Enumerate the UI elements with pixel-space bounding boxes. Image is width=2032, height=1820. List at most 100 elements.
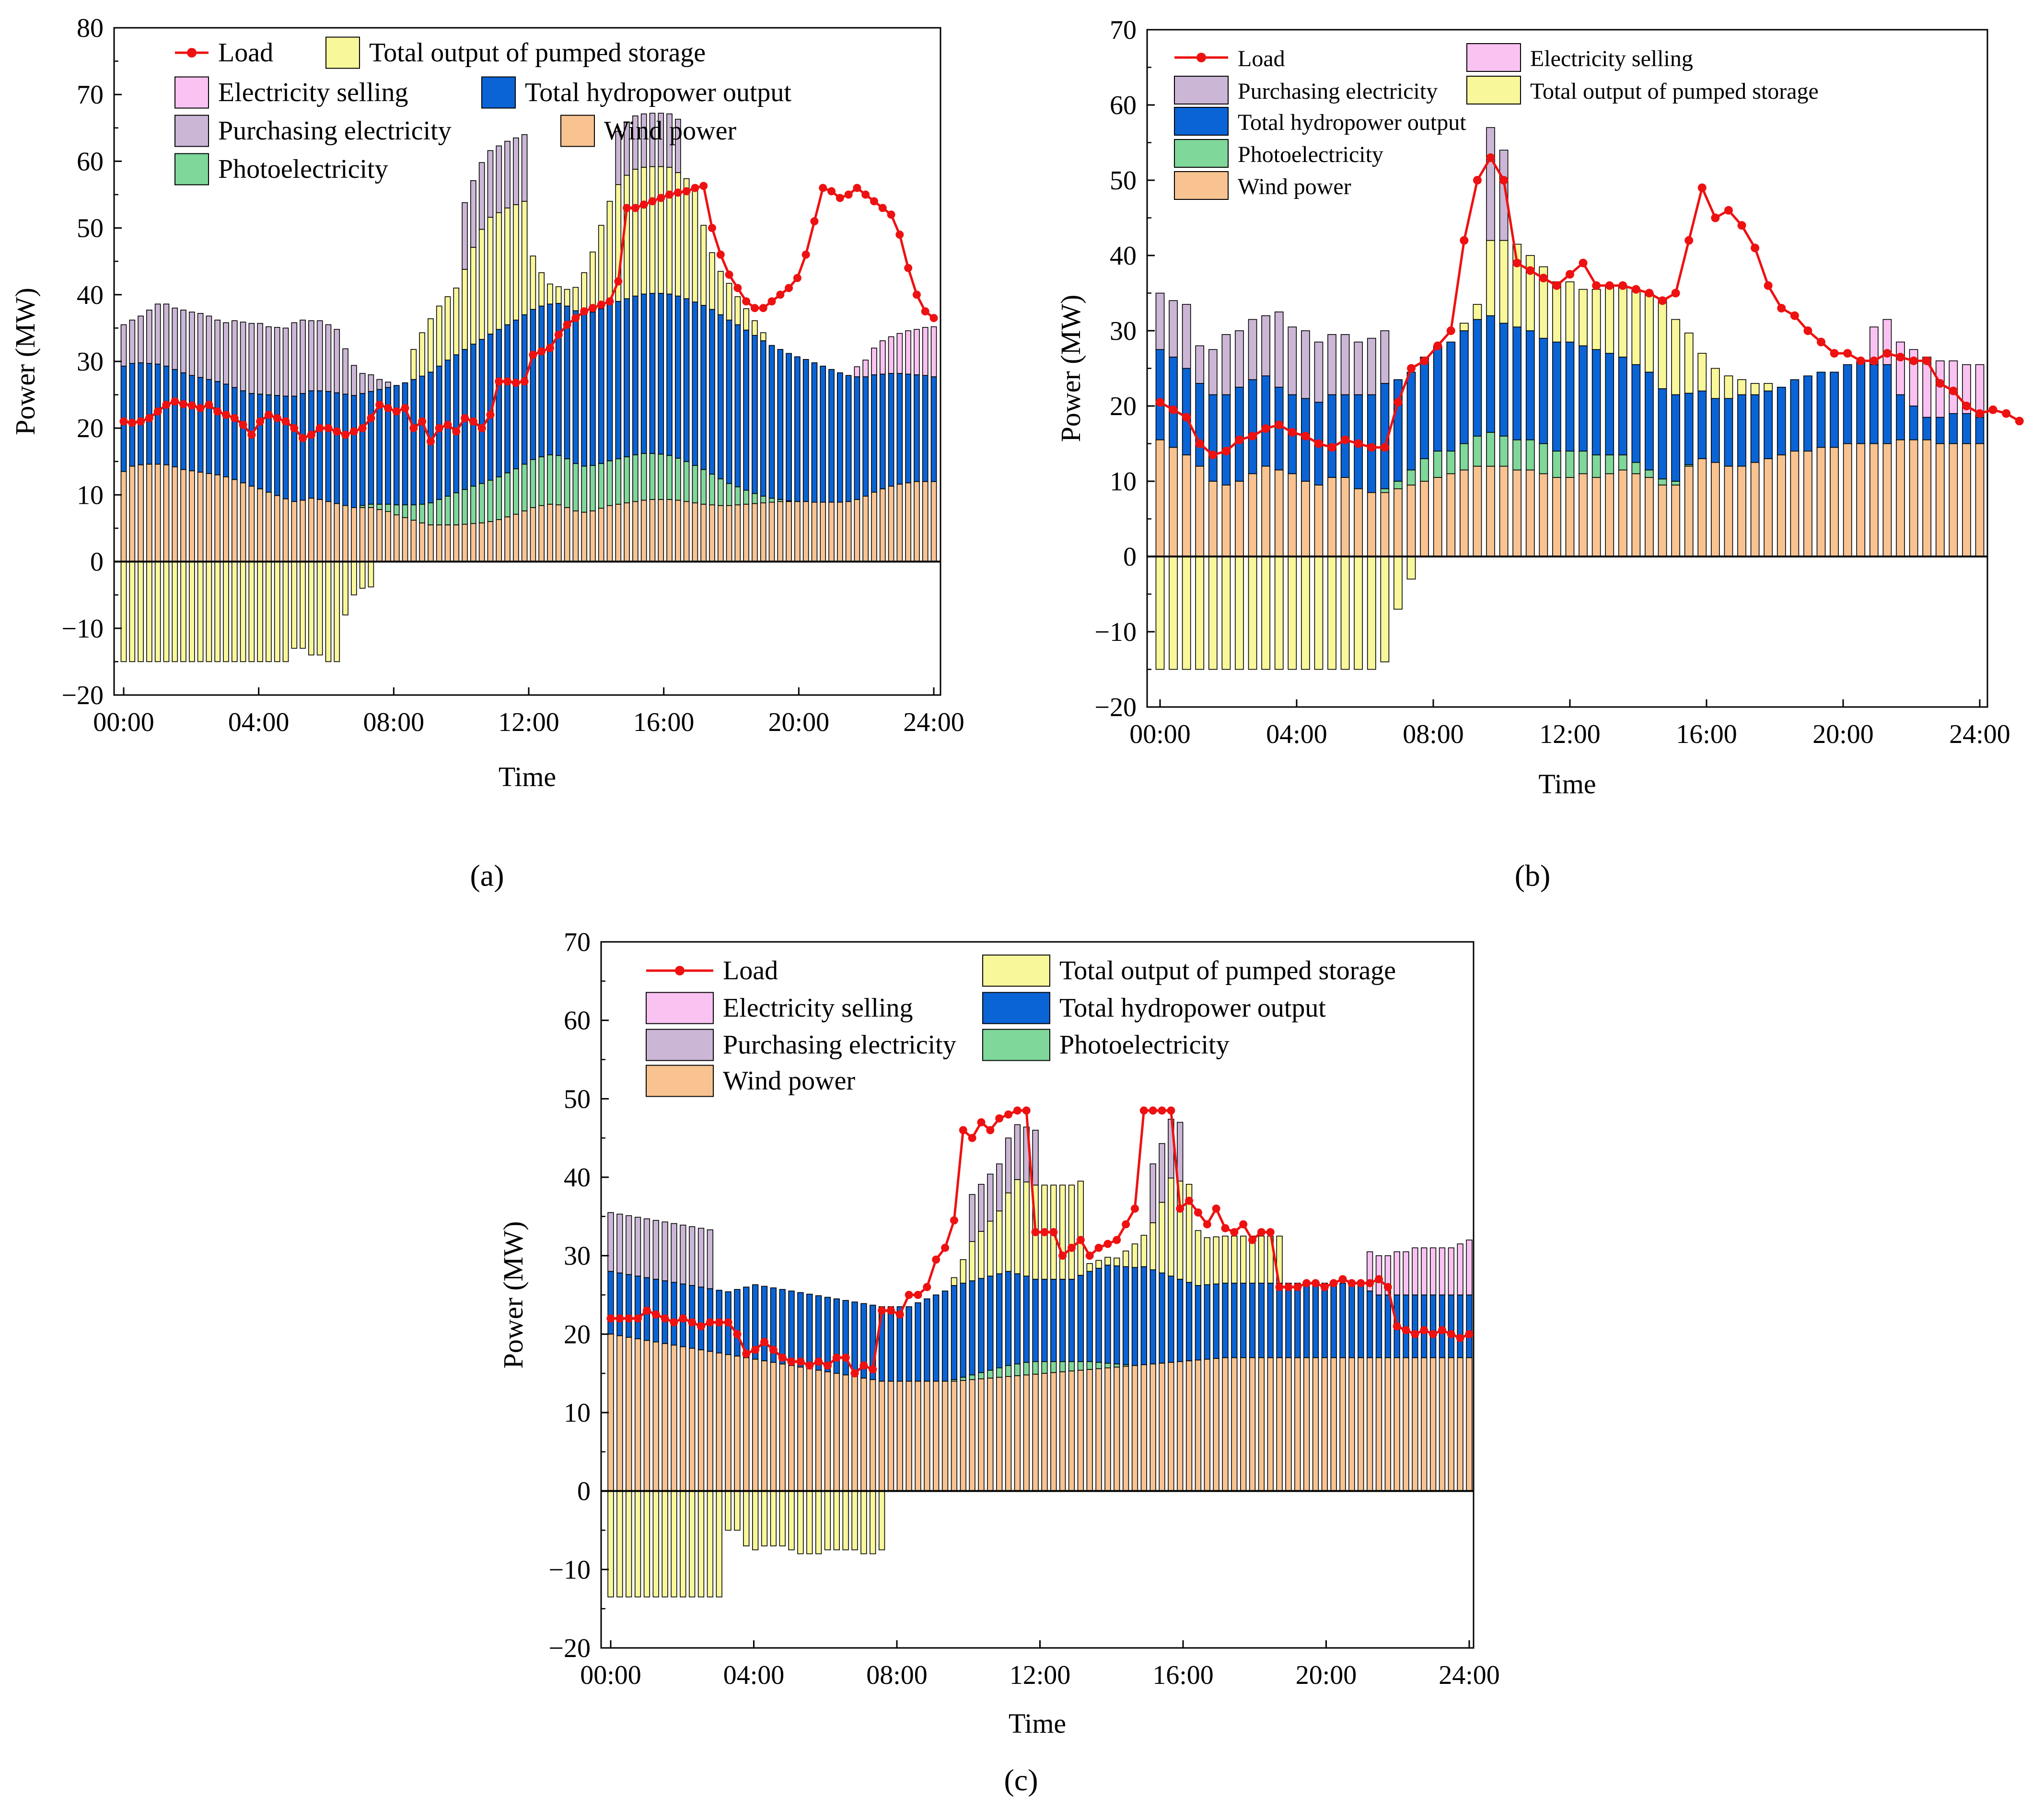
load-point — [905, 1291, 913, 1299]
bar-pumped — [1258, 1235, 1265, 1284]
bar-pumped — [1605, 285, 1614, 354]
load-point — [1314, 439, 1323, 448]
bar-hydro — [248, 393, 255, 487]
bar-hydro — [1068, 1278, 1075, 1362]
bar-wind — [1882, 443, 1892, 557]
bar-hydro — [1843, 364, 1852, 444]
bar-hydro — [1014, 1273, 1021, 1365]
load-point — [1817, 337, 1826, 347]
bar-hydro — [941, 1290, 949, 1382]
bar-wind — [1393, 488, 1403, 557]
bar-hydro — [726, 319, 732, 484]
bar-hydro — [632, 295, 639, 455]
load-point — [1433, 341, 1442, 350]
load-point — [787, 1357, 796, 1366]
load-point — [793, 274, 801, 282]
bar-pumped — [419, 332, 425, 377]
bar-wind — [308, 498, 314, 562]
load-point — [651, 1310, 660, 1319]
bar-wind — [1539, 473, 1548, 557]
bar-photo — [717, 478, 724, 506]
bar-purchase — [1159, 1143, 1165, 1203]
bar-wind — [828, 501, 835, 562]
load-point — [2015, 417, 2024, 426]
bar-hydro — [851, 1301, 858, 1377]
bar-wind — [743, 1357, 750, 1492]
bar-photo — [640, 453, 647, 501]
bar-photo — [692, 465, 698, 503]
legend-swatch-hydro — [481, 76, 516, 109]
bar-hydro — [1032, 1278, 1039, 1362]
bar-pumped — [1552, 281, 1561, 343]
bar-hydro — [788, 1290, 795, 1366]
bar-pumped — [1618, 285, 1627, 358]
legend-swatch-load-marker — [675, 966, 685, 975]
load-point — [1526, 266, 1535, 275]
load-point — [1347, 1279, 1356, 1287]
bar-wind — [842, 1374, 849, 1492]
legend-swatch-hydro — [1174, 107, 1229, 136]
bar-hydro — [214, 381, 221, 475]
bar-purchase — [1274, 311, 1284, 388]
bar-wind — [734, 504, 741, 562]
bar-purchase — [634, 1217, 641, 1277]
bar-purchase — [658, 113, 664, 167]
bar-hydro — [1231, 1283, 1238, 1358]
load-point — [205, 400, 213, 409]
bar-wind — [1486, 465, 1495, 557]
x-tick-label: 04:00 — [228, 707, 290, 737]
bar-wind — [924, 1380, 930, 1492]
bar-wind — [325, 501, 332, 562]
bar-hydro — [1104, 1264, 1111, 1364]
bar-purchase — [197, 313, 204, 378]
bar-photo — [960, 1377, 966, 1381]
bar-pumped — [1150, 1222, 1156, 1270]
load-point — [128, 418, 137, 427]
bar-pumped — [316, 561, 323, 656]
bar-pumped — [1114, 1257, 1120, 1266]
bar-purchase — [146, 310, 152, 364]
bar-wind — [223, 476, 229, 562]
bar-hydro — [1222, 1283, 1229, 1358]
load-point — [706, 1318, 714, 1327]
bar-wind — [1274, 469, 1284, 557]
bar-wind — [860, 1378, 867, 1492]
bar-hydro — [683, 298, 690, 462]
load-point — [986, 1126, 995, 1135]
bar-wind — [402, 517, 408, 562]
load-point — [657, 194, 665, 202]
bar-purchase — [643, 1218, 650, 1278]
bar-purchase — [1301, 330, 1310, 399]
bar-photo — [436, 499, 442, 525]
load-point — [443, 420, 452, 429]
bar-purchase — [342, 348, 348, 395]
bar-hydro — [616, 1272, 623, 1336]
bar-hydro — [1466, 1294, 1473, 1358]
bar-wind — [634, 1338, 641, 1492]
load-point — [1169, 405, 1178, 414]
x-tick-label: 04:00 — [723, 1660, 785, 1690]
bar-wind — [692, 502, 698, 562]
load-point — [895, 231, 904, 239]
y-tick-label: 10 — [564, 1398, 591, 1428]
bar-wind — [1301, 481, 1310, 557]
bar-purchase — [1221, 334, 1231, 395]
y-tick-label: 50 — [564, 1084, 591, 1114]
bar-pumped — [308, 561, 314, 656]
bar-hydro — [794, 356, 801, 502]
load-point — [1856, 356, 1865, 365]
load-point — [1022, 1106, 1031, 1115]
load-point — [1618, 281, 1627, 290]
load-point — [213, 407, 222, 416]
bar-wind — [802, 501, 809, 562]
bar-pumped — [1565, 281, 1575, 343]
bar-selling — [1439, 1247, 1446, 1296]
bar-wind — [1565, 477, 1575, 557]
bar-photo — [572, 463, 579, 511]
bar-pumped — [351, 561, 357, 595]
bar-wind — [172, 466, 178, 562]
bar-hydro — [1023, 1275, 1030, 1363]
bar-wind — [1896, 439, 1905, 557]
bar-wind — [662, 1343, 668, 1492]
legend-label-load: Load — [1238, 46, 1285, 71]
